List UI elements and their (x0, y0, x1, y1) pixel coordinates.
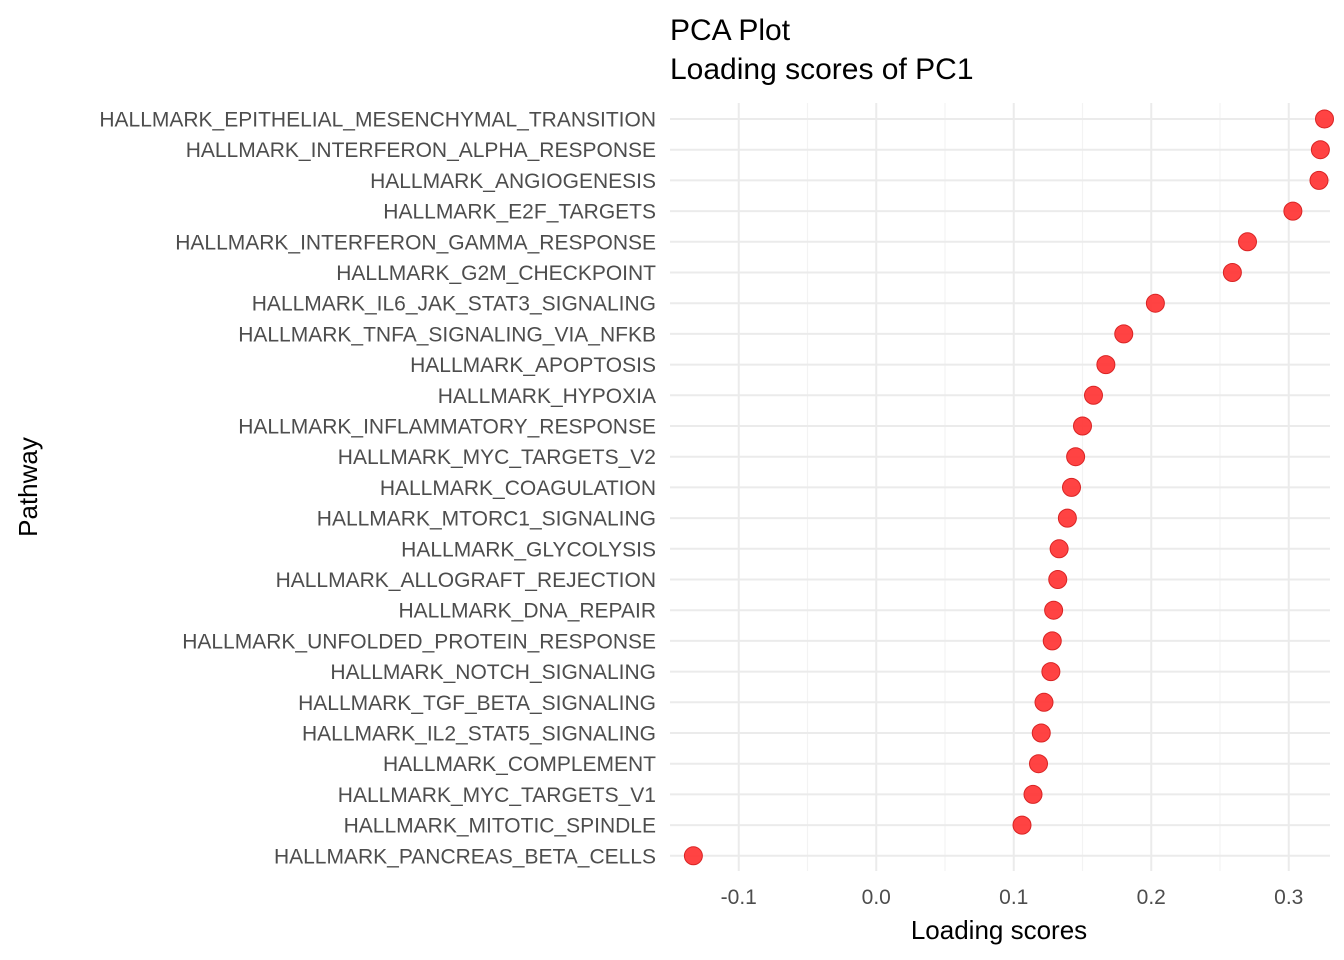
data-point (1012, 815, 1032, 835)
data-point (1042, 631, 1062, 651)
data-points (683, 109, 1334, 866)
y-tick-label: HALLMARK_DNA_REPAIR (398, 600, 656, 623)
data-point (1238, 232, 1257, 252)
y-tick-label: HALLMARK_IL6_JAK_STAT3_SIGNALING (252, 293, 656, 316)
y-tick-label: HALLMARK_ANGIOGENESIS (370, 170, 656, 193)
x-tick-label: 0.0 (862, 886, 891, 909)
data-point (1084, 385, 1103, 405)
data-point (1096, 355, 1116, 375)
y-tick-label: HALLMARK_GLYCOLYSIS (401, 538, 656, 561)
data-point (1073, 416, 1092, 436)
y-tick-label: HALLMARK_UNFOLDED_PROTEIN_RESPONSE (182, 630, 656, 653)
data-point (1029, 754, 1048, 774)
y-tick-labels: HALLMARK_EPITHELIAL_MESENCHYMAL_TRANSITI… (99, 109, 656, 869)
data-point (1309, 170, 1329, 190)
y-tick-label: HALLMARK_INTERFERON_GAMMA_RESPONSE (175, 231, 656, 254)
y-tick-label: HALLMARK_INFLAMMATORY_RESPONSE (238, 416, 656, 439)
data-point (1145, 293, 1165, 313)
y-tick-label: HALLMARK_TNFA_SIGNALING_VIA_NFKB (238, 323, 656, 346)
y-tick-label: HALLMARK_IL2_STAT5_SIGNALING (302, 723, 656, 746)
data-point (683, 846, 703, 866)
data-point (1310, 140, 1330, 160)
y-tick-label: HALLMARK_INTERFERON_ALPHA_RESPONSE (186, 139, 656, 162)
y-tick-label: HALLMARK_ALLOGRAFT_REJECTION (276, 569, 656, 592)
y-tick-label: HALLMARK_COAGULATION (380, 477, 656, 500)
data-point (1114, 324, 1134, 344)
y-tick-label: HALLMARK_E2F_TARGETS (383, 201, 656, 224)
data-point (1066, 447, 1086, 467)
y-tick-label: HALLMARK_NOTCH_SIGNALING (330, 661, 656, 684)
x-tick-label: 0.2 (1137, 886, 1166, 909)
chart-subtitle: Loading scores of PC1 (670, 53, 974, 86)
y-axis-title: Pathway (13, 437, 43, 537)
y-tick-label: HALLMARK_PANCREAS_BETA_CELLS (274, 845, 656, 868)
y-tick-label: HALLMARK_EPITHELIAL_MESENCHYMAL_TRANSITI… (99, 109, 656, 132)
data-point (1041, 662, 1061, 682)
chart-title: PCA Plot (670, 14, 791, 47)
x-tick-label: -0.1 (721, 886, 757, 909)
data-point (1283, 201, 1303, 221)
grid-lines (670, 103, 1330, 871)
data-point (1062, 477, 1081, 497)
data-point (1031, 723, 1051, 743)
y-tick-label: HALLMARK_COMPLEMENT (383, 753, 656, 776)
y-tick-label: HALLMARK_TGF_BETA_SIGNALING (298, 692, 656, 715)
y-tick-label: HALLMARK_MITOTIC_SPINDLE (344, 815, 656, 838)
data-point (1034, 692, 1054, 712)
data-point (1057, 508, 1077, 528)
data-point (1049, 539, 1069, 559)
y-tick-label: HALLMARK_HYPOXIA (438, 385, 656, 408)
data-point (1048, 570, 1068, 589)
data-point (1023, 784, 1043, 804)
x-tick-labels: -0.1 0.0 0.1 0.2 0.3 (721, 886, 1304, 909)
y-tick-label: HALLMARK_MYC_TARGETS_V1 (338, 784, 656, 807)
x-tick-label: 0.3 (1274, 886, 1303, 909)
x-tick-label: 0.1 (999, 886, 1028, 909)
y-tick-label: HALLMARK_G2M_CHECKPOINT (336, 262, 656, 285)
x-axis-title: Loading scores (911, 915, 1087, 945)
data-point (1315, 109, 1334, 129)
y-tick-label: HALLMARK_APOPTOSIS (410, 354, 656, 377)
data-point (1222, 263, 1242, 282)
y-tick-label: HALLMARK_MYC_TARGETS_V2 (338, 446, 656, 469)
y-tick-label: HALLMARK_MTORC1_SIGNALING (317, 508, 656, 531)
data-point (1044, 600, 1064, 620)
